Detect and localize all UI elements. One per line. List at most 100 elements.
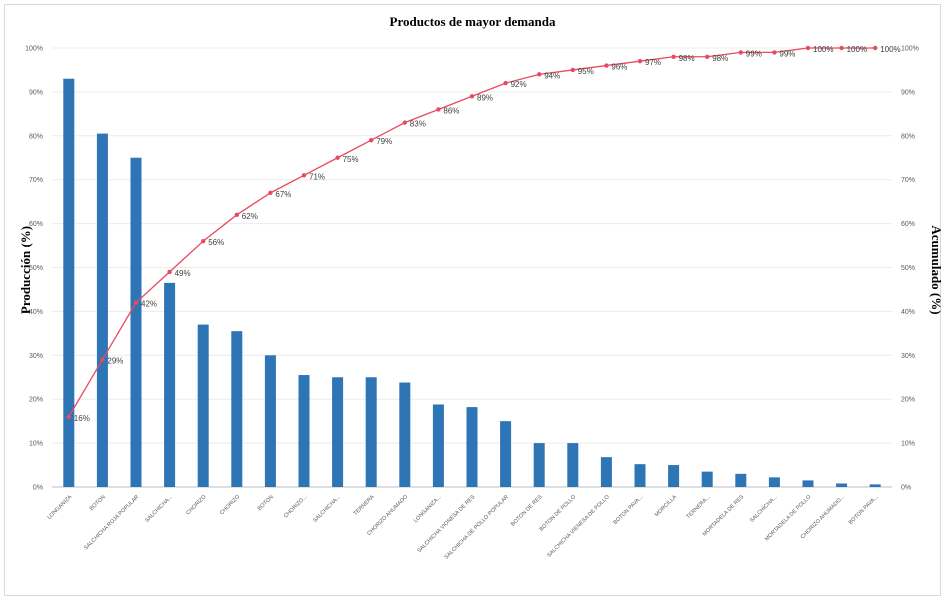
y-axis-ticks-right: 0% 10% 20% 30% 40% 50% 60% 70% 80% 90% 100% [901, 46, 919, 492]
y-tick-label-right: 80% [901, 133, 915, 140]
bar [332, 377, 344, 487]
data-label: 92% [511, 80, 527, 89]
line-point [268, 190, 273, 196]
y-tick-label-left: 20% [29, 397, 43, 404]
category-label: TERNERA... [686, 494, 712, 520]
bar [197, 324, 209, 487]
category-label: BOTON [257, 494, 275, 512]
y-tick-label-right: 90% [901, 89, 915, 96]
line-point [705, 54, 710, 59]
data-label: 100% [847, 45, 867, 54]
y-tick-label-left: 100% [25, 46, 43, 53]
bar [264, 355, 276, 487]
bar [768, 477, 780, 487]
data-label: 71% [309, 172, 325, 181]
line-point [873, 45, 878, 51]
category-label: CHORIZO [185, 494, 208, 517]
data-label: 16% [74, 414, 90, 423]
line-point [66, 414, 72, 419]
data-label: 62% [242, 212, 258, 221]
cumulative-line [68, 47, 876, 418]
line-point [201, 238, 206, 244]
bar [836, 483, 848, 487]
data-label: 98% [679, 54, 695, 63]
data-label: 100% [813, 45, 833, 54]
bar [802, 480, 814, 487]
line-point [469, 94, 475, 99]
category-label: SALCHICHA VIENESA DE POLLO [546, 494, 611, 559]
line-point [805, 45, 811, 51]
category-label: SALCHICHA DE POLLO POPULAR [444, 494, 511, 561]
y-tick-label-left: 60% [29, 221, 43, 228]
y-tick-label-left: 30% [29, 353, 43, 360]
data-label: 97% [645, 58, 661, 67]
bar [63, 78, 75, 487]
line-point [402, 120, 407, 125]
chart-frame [4, 4, 941, 596]
y-tick-label-right: 20% [901, 397, 915, 404]
line-point [604, 63, 609, 68]
data-label: 94% [544, 71, 560, 80]
category-label: BOTON DE POLLO [539, 494, 578, 533]
bar [735, 473, 747, 487]
line-point [503, 80, 508, 86]
bar [533, 443, 545, 487]
y-tick-label-right: 10% [901, 441, 915, 448]
data-label: 86% [443, 106, 459, 115]
data-label: 29% [107, 357, 123, 366]
bar [432, 404, 444, 487]
category-label: LONGANIZA [46, 494, 73, 521]
category-label: BOTON [89, 494, 107, 512]
y-tick-label-left: 70% [29, 177, 43, 184]
category-label: BOTON PAVA... [848, 494, 880, 526]
line-point [133, 300, 139, 305]
line-point [369, 137, 374, 143]
line-point [234, 212, 239, 218]
chart-title: Productos de mayor demanda [389, 14, 556, 29]
data-label: 67% [275, 190, 291, 199]
line-point [738, 50, 743, 55]
bar [399, 382, 411, 487]
data-label: 99% [779, 49, 795, 58]
y-axis-ticks-left: 0% 10% 20% 30% 40% 50% 60% 70% 80% 90% 100% [25, 46, 43, 492]
bar [500, 421, 512, 487]
category-label: MORCILLA [654, 494, 678, 518]
bar [231, 331, 243, 487]
bar [365, 377, 377, 487]
bar [96, 133, 108, 488]
data-label: 96% [611, 63, 627, 72]
y-tick-label-left: 0% [33, 485, 43, 492]
data-label: 98% [712, 54, 728, 63]
y-tick-label-left: 80% [29, 133, 43, 140]
bar [668, 465, 680, 487]
y-tick-label-left: 90% [29, 89, 43, 96]
data-label: 79% [376, 137, 392, 146]
category-label: LONGANIZA... [413, 494, 443, 524]
data-label: 95% [578, 67, 594, 76]
category-label: BOTON DE RES [510, 494, 544, 528]
line-point [100, 357, 105, 362]
y-tick-label-right: 30% [901, 353, 915, 360]
bar [869, 484, 881, 487]
y-tick-label-right: 0% [901, 485, 911, 492]
data-label: 100% [880, 45, 900, 54]
line-point [436, 107, 441, 112]
y-tick-label-right: 100% [901, 46, 919, 53]
data-label: 83% [410, 120, 426, 129]
y-tick-label-left: 40% [29, 309, 43, 316]
category-label: CHORIZO... [283, 494, 309, 520]
line-point [772, 50, 777, 55]
category-label: BOTON PAVA... [613, 494, 645, 526]
category-label: SALCHICHA... [312, 494, 342, 524]
bar [466, 407, 478, 487]
bar [164, 282, 176, 487]
line-point [537, 72, 542, 77]
data-label: 99% [746, 49, 762, 58]
gridlines [52, 47, 892, 488]
line-point [671, 54, 676, 59]
line-point [839, 45, 844, 51]
line-point [570, 67, 575, 73]
category-label: SALCHICHA VIONESA DE RES [416, 494, 476, 554]
category-label: SALCHICHA... [749, 494, 779, 524]
